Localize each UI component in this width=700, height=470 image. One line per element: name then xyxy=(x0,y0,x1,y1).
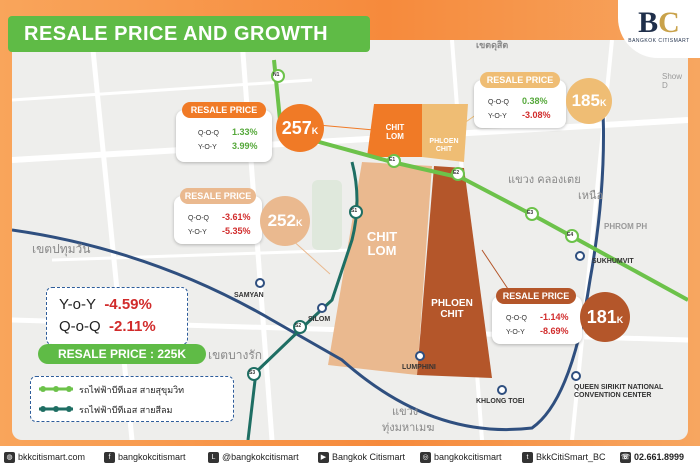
station-sukhumvit: SUKHUMVIT xyxy=(592,258,634,265)
station-silom-marker xyxy=(317,303,327,313)
facebook-icon: f xyxy=(104,452,115,464)
district-label-bottom: แขวง xyxy=(392,406,419,418)
station-qsncc: QUEEN SIRIKIT NATIONAL CONVENTION CENTER xyxy=(574,384,664,400)
station-lumphini: LUMPHINI xyxy=(402,364,436,371)
summary-box: Y-o-Y -4.59% Q-o-Q -2.11% xyxy=(46,287,188,345)
station-e3: E3 xyxy=(527,210,534,216)
legend-bts-sukhumvit: รถไฟฟ้าบีทีเอส สายสุขุมวิท xyxy=(79,385,185,395)
resale-price-total: RESALE PRICE : 225K xyxy=(38,344,206,364)
price-bubble-phloenchit-large: 181K xyxy=(580,292,630,342)
district-label-right2: เหนือ xyxy=(578,190,604,202)
card-header: RESALE PRICE xyxy=(480,72,560,88)
brand-logo: BC BANGKOK CITISMART xyxy=(618,0,700,58)
zone-label-chit-lom-small: CHIT LOM xyxy=(385,123,405,141)
price-bubble-chitlom-small: 257K xyxy=(276,104,324,152)
logo-tagline: BANGKOK CITISMART xyxy=(628,38,690,44)
card-header: RESALE PRICE xyxy=(180,188,256,204)
card-qoq-row: Q-O-Q 0.38% xyxy=(488,96,548,106)
line-icon: L xyxy=(208,452,219,464)
zone-label-phloen-chit-small: PHLOEN CHIT xyxy=(429,138,459,153)
station-lumphini-marker xyxy=(415,351,425,361)
footer-line[interactable]: L @bangkokcitismart xyxy=(208,452,299,464)
card-header: RESALE PRICE xyxy=(496,288,576,304)
district-label-mid: เขตบางรัก xyxy=(208,348,263,362)
station-s3-marker xyxy=(247,367,261,381)
station-khlong-toei: KHLONG TOEI xyxy=(476,398,525,405)
zone-phloen-chit-large xyxy=(417,166,492,378)
card-qoq-row: Q-O-Q 1.33% xyxy=(198,127,258,137)
legend: รถไฟฟ้าบีทีเอส สายสุขุมวิท รถไฟฟ้าบีทีเอ… xyxy=(30,376,234,422)
card-qoq-row: Q-O-Q -1.14% xyxy=(506,312,569,322)
card-yoy-row: Y-O-Y -8.69% xyxy=(506,326,569,336)
footer-website[interactable]: ◍ bkkcitismart.com xyxy=(4,452,85,464)
footer: ◍ bkkcitismart.com f bangkokcitismart L @ba… xyxy=(0,446,700,470)
card-chitlom-large: RESALE PRICE Q-O-Q -3.61% Y-O-Y -5.35% xyxy=(174,188,262,244)
station-silom: SILOM xyxy=(308,316,331,323)
page-title: RESALE PRICE AND GROWTH xyxy=(8,16,370,52)
station-s2-marker xyxy=(293,320,307,334)
footer-youtube[interactable]: ▶ Bangkok Citismart xyxy=(318,452,405,464)
logo-mark: BC xyxy=(638,6,680,39)
zone-label-phloen-chit-large: PHLOEN CHIT xyxy=(431,298,473,320)
district-label-bottom2: ทุ่งมหาเมฆ xyxy=(382,422,435,434)
station-khlongtoei-marker xyxy=(497,385,507,395)
station-e1-marker xyxy=(387,154,401,168)
footer-phone[interactable]: ☏ 02.661.8999 xyxy=(620,452,685,464)
card-header: RESALE PRICE xyxy=(182,102,266,118)
zone-label-chit-lom-large: CHIT LOM xyxy=(366,229,398,259)
footer-twitter[interactable]: t BkkCitiSmart_BC xyxy=(522,452,606,464)
globe-icon: ◍ xyxy=(4,452,15,464)
station-e3-marker xyxy=(525,207,539,221)
station-e2: E2 xyxy=(453,170,460,176)
summary-yoy: Y-o-Y -4.59% xyxy=(59,296,152,313)
legend-bts-silom: รถไฟฟ้าบีทีเอส สายสีลม xyxy=(79,405,173,415)
road-label-right: PHROM PH xyxy=(604,222,648,231)
station-s1-marker xyxy=(349,205,363,219)
district-label-left: เขตปทุมวัน xyxy=(32,242,91,256)
station-sukhumvit-marker xyxy=(575,251,585,261)
price-bubble-phloenchit-small: 185K xyxy=(566,78,612,124)
station-s3: S3 xyxy=(249,370,256,376)
show-dc-label: Show D xyxy=(662,72,683,90)
footer-instagram[interactable]: ◎ bangkokcitismart xyxy=(420,452,502,464)
zone-chit-lom-small xyxy=(367,104,422,157)
twitter-icon: t xyxy=(522,452,533,464)
zone-phloen-chit-small xyxy=(422,104,468,162)
card-chitlom-small: RESALE PRICE Q-O-Q 1.33% Y-O-Y 3.99% xyxy=(176,102,272,162)
district-label-right: แขวง คลองเตย xyxy=(508,174,581,186)
legend-line-icons xyxy=(39,386,73,412)
card-yoy-row: Y-O-Y -5.35% xyxy=(188,226,251,236)
card-phloenchit-large: RESALE PRICE Q-O-Q -1.14% Y-O-Y -8.69% xyxy=(492,288,582,344)
station-e4-marker xyxy=(565,229,579,243)
card-qoq-row: Q-O-Q -3.61% xyxy=(188,212,251,222)
station-s2: S2 xyxy=(295,323,302,329)
price-bubble-chitlom-large: 252K xyxy=(260,196,310,246)
youtube-icon: ▶ xyxy=(318,452,329,464)
mrt-line xyxy=(12,89,605,432)
card-phloenchit-small: RESALE PRICE Q-O-Q 0.38% Y-O-Y -3.08% xyxy=(474,72,566,128)
park xyxy=(312,180,342,250)
phone-icon: ☏ xyxy=(620,452,631,464)
station-samyan-marker xyxy=(255,278,265,288)
footer-facebook[interactable]: f bangkokcitismart xyxy=(104,452,186,464)
instagram-icon: ◎ xyxy=(420,452,431,464)
station-e4: E4 xyxy=(567,232,574,238)
district-label-top: เขตดุสิต xyxy=(476,40,509,50)
station-n1: N1 xyxy=(273,72,280,78)
summary-qoq: Q-o-Q -2.11% xyxy=(59,318,156,335)
station-samyan: SAMYAN xyxy=(234,292,264,299)
station-s1: S1 xyxy=(351,208,358,214)
station-n1-marker xyxy=(271,69,285,83)
card-yoy-row: Y-O-Y 3.99% xyxy=(198,141,258,151)
card-yoy-row: Y-O-Y -3.08% xyxy=(488,110,551,120)
station-e1: E1 xyxy=(389,157,396,163)
station-e2-marker xyxy=(451,167,465,181)
station-qsncc-marker xyxy=(571,371,581,381)
